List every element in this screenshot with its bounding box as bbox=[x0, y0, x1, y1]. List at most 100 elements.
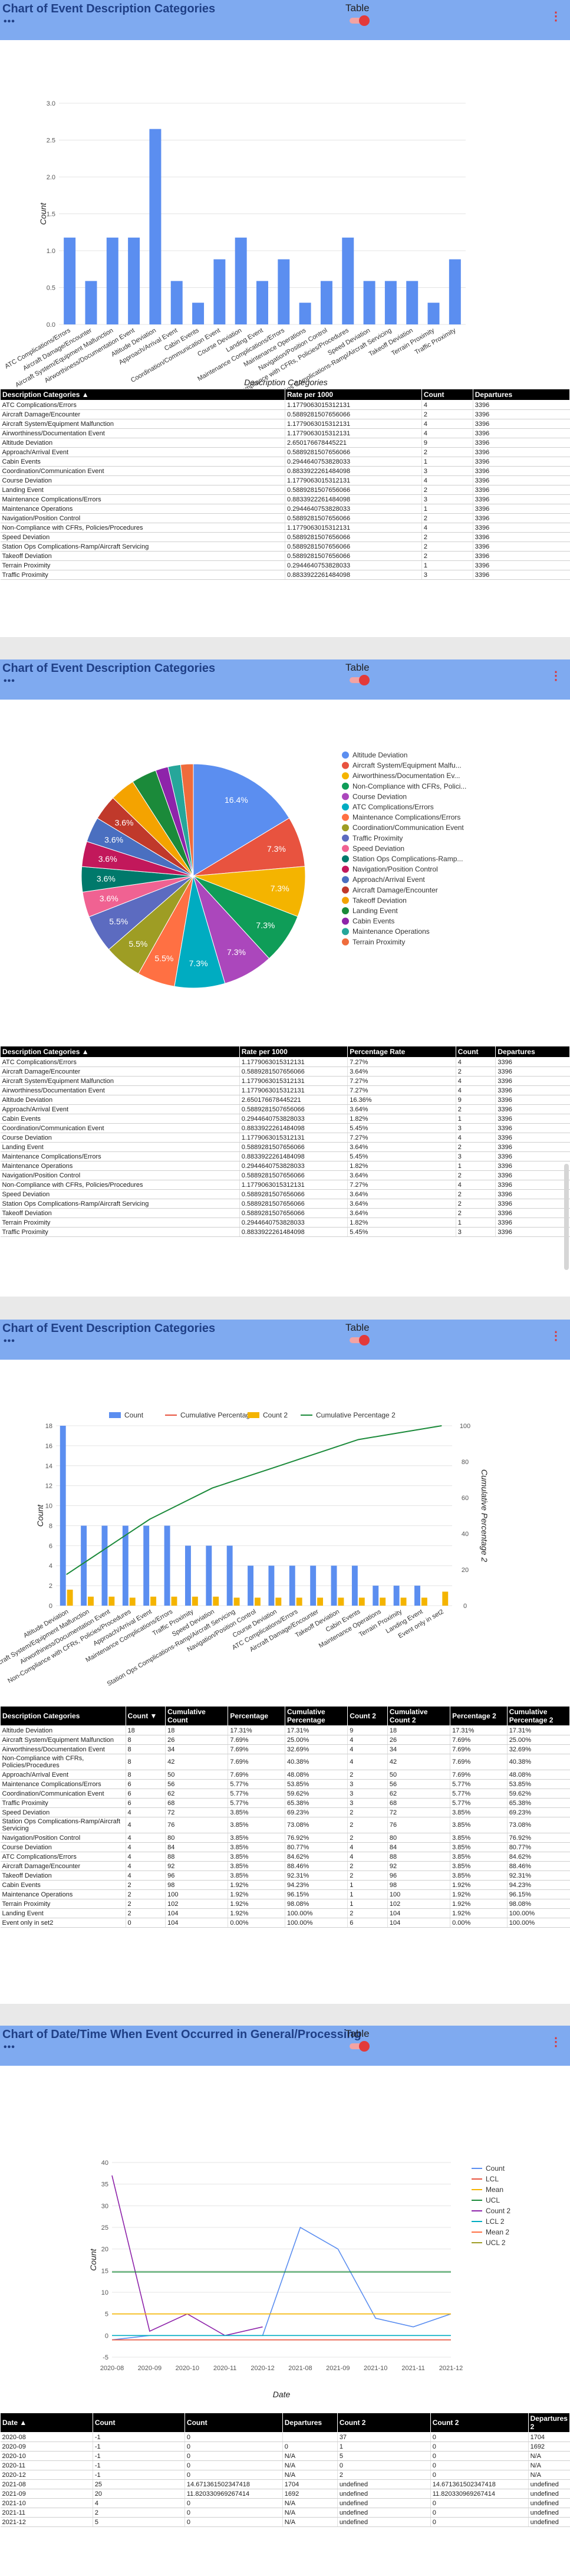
bar bbox=[320, 281, 332, 324]
table-cell: 2 bbox=[337, 2470, 431, 2480]
kebab-menu-icon[interactable]: ⋮ bbox=[550, 2036, 562, 2049]
table-cell: 3 bbox=[347, 1789, 388, 1799]
bar-count bbox=[226, 1545, 233, 1606]
panel-header: Chart of Event Description Categories ••… bbox=[0, 0, 570, 40]
column-header[interactable]: Percentage Rate bbox=[347, 1046, 456, 1058]
column-header[interactable]: Percentage bbox=[228, 1706, 285, 1726]
y-tick-label: 20 bbox=[101, 2246, 108, 2253]
table-cell: 0.2944640753828033 bbox=[239, 1218, 348, 1228]
table-row: Landing Event 0.5889281507656066 2 3396 bbox=[0, 485, 570, 495]
table-cell: Traffic Proximity bbox=[0, 1227, 240, 1237]
more-dots-icon[interactable]: ••• bbox=[4, 676, 15, 686]
table-cell: 3.85% bbox=[228, 1817, 285, 1833]
table-cell: 4 bbox=[125, 1833, 166, 1843]
bar-count bbox=[101, 1525, 108, 1606]
table-cell: 7.69% bbox=[228, 1770, 285, 1780]
y-axis-label: Count bbox=[38, 202, 48, 225]
table-toggle[interactable] bbox=[350, 1335, 370, 1346]
table-cell: 5.77% bbox=[228, 1798, 285, 1808]
table-toggle[interactable] bbox=[350, 675, 370, 685]
column-header[interactable]: Description Categories bbox=[0, 1706, 126, 1726]
table-cell: 0 bbox=[282, 2442, 338, 2452]
kebab-menu-icon[interactable]: ⋮ bbox=[550, 1330, 562, 1343]
table-row: 2020-09 -1 0 0 1 0 1692 bbox=[0, 2442, 570, 2452]
bar-count bbox=[289, 1566, 295, 1606]
table-cell: 2 bbox=[347, 1807, 388, 1817]
table-cell: 25.00% bbox=[284, 1735, 348, 1745]
table-cell: 4 bbox=[347, 1735, 388, 1745]
column-header[interactable]: Departures 2 bbox=[528, 2413, 570, 2433]
y-axis-label: Count bbox=[88, 2248, 98, 2270]
column-header[interactable]: Departures bbox=[472, 389, 570, 401]
table-cell: 2 bbox=[92, 2508, 185, 2518]
legend-marker bbox=[342, 752, 349, 759]
table-cell: 0 bbox=[184, 2442, 283, 2452]
column-header[interactable]: Cumulative Percentage 2 bbox=[506, 1706, 570, 1726]
column-header[interactable]: Rate per 1000 bbox=[285, 389, 422, 401]
table-cell: 94.23% bbox=[284, 1880, 348, 1890]
column-header[interactable]: Description Categories ▲ bbox=[0, 1046, 240, 1058]
column-header[interactable]: Count bbox=[421, 389, 473, 401]
column-header[interactable]: Description Categories ▲ bbox=[0, 389, 285, 401]
bar bbox=[299, 303, 311, 324]
table-cell: 32.69% bbox=[506, 1744, 570, 1754]
table-cell: Navigation/Position Control bbox=[0, 513, 285, 523]
legend-label: Cumulative Percentage bbox=[180, 1411, 254, 1419]
y-tick-label: 12 bbox=[45, 1483, 52, 1490]
more-dots-icon[interactable]: ••• bbox=[4, 17, 15, 27]
table-cell: 7.69% bbox=[450, 1770, 508, 1780]
table-cell: 96 bbox=[165, 1871, 228, 1881]
table-cell: ATC Complications/Errors bbox=[0, 400, 285, 410]
table-toggle[interactable] bbox=[350, 15, 370, 26]
table-cell: 7.27% bbox=[347, 1057, 456, 1067]
column-header[interactable]: Count ▼ bbox=[125, 1706, 166, 1726]
table-cell: Maintenance Operations bbox=[0, 1161, 240, 1171]
table-toggle[interactable] bbox=[350, 2041, 370, 2052]
bar-count-2 bbox=[213, 1596, 219, 1606]
column-header[interactable]: Rate per 1000 bbox=[239, 1046, 348, 1058]
column-header[interactable]: Count bbox=[92, 2413, 185, 2433]
more-dots-icon[interactable]: ••• bbox=[4, 2042, 15, 2052]
column-header[interactable]: Count 2 bbox=[430, 2413, 529, 2433]
table-cell: 2021-10 bbox=[0, 2498, 93, 2508]
table-cell: 3396 bbox=[472, 494, 570, 504]
table-row: Navigation/Position Control 0.58892815076… bbox=[0, 513, 570, 523]
chart-panel-4: Chart of Date/Time When Event Occurred i… bbox=[0, 2026, 570, 2576]
table-cell: 3396 bbox=[495, 1227, 570, 1237]
x-tick-label: 2020-10 bbox=[176, 2365, 199, 2372]
column-header[interactable]: Cumulative Count 2 bbox=[387, 1706, 451, 1726]
table-cell: 3396 bbox=[472, 513, 570, 523]
column-header[interactable]: Count 2 bbox=[337, 2413, 431, 2433]
more-dots-icon[interactable]: ••• bbox=[4, 1336, 15, 1346]
table-cell: Navigation/Position Control bbox=[0, 1170, 240, 1180]
column-header[interactable]: Cumulative Count bbox=[165, 1706, 229, 1726]
table-cell: 2 bbox=[125, 1880, 166, 1890]
table-cell: ATC Complications/Errors bbox=[0, 1057, 240, 1067]
table-cell: 0 bbox=[337, 2460, 431, 2470]
table-cell: 4 bbox=[347, 1852, 388, 1862]
kebab-menu-icon[interactable]: ⋮ bbox=[550, 10, 562, 23]
table-cell: Maintenance Complications/Errors bbox=[0, 494, 285, 504]
table-cell: -1 bbox=[92, 2451, 185, 2461]
table-cell: Airworthiness/Documentation Event bbox=[0, 428, 285, 438]
cumulative-percentage-2-line bbox=[66, 1425, 442, 1576]
table-cell: Landing Event bbox=[0, 485, 285, 495]
column-header[interactable]: Count bbox=[455, 1046, 496, 1058]
column-header[interactable]: Departures bbox=[495, 1046, 570, 1058]
column-header[interactable]: Departures bbox=[282, 2413, 338, 2433]
x-tick-label: 2020-11 bbox=[213, 2365, 237, 2372]
column-header[interactable]: Cumulative Percentage bbox=[284, 1706, 348, 1726]
column-header[interactable]: Count 2 bbox=[347, 1706, 388, 1726]
table-cell: 0.8833922261484098 bbox=[239, 1151, 348, 1161]
column-header[interactable]: Count bbox=[184, 2413, 283, 2433]
table-cell: 2020-08 bbox=[0, 2432, 93, 2442]
table-cell: 1.92% bbox=[228, 1880, 285, 1890]
table-cell: 0 bbox=[184, 2498, 283, 2508]
slice-label: 7.3% bbox=[227, 947, 246, 957]
column-header[interactable]: Date ▲ bbox=[0, 2413, 93, 2433]
column-header[interactable]: Percentage 2 bbox=[450, 1706, 508, 1726]
table-scrollbar[interactable] bbox=[564, 1164, 569, 1270]
slice-label: 5.5% bbox=[129, 939, 147, 949]
table-cell: 8 bbox=[125, 1754, 166, 1770]
kebab-menu-icon[interactable]: ⋮ bbox=[550, 670, 562, 682]
